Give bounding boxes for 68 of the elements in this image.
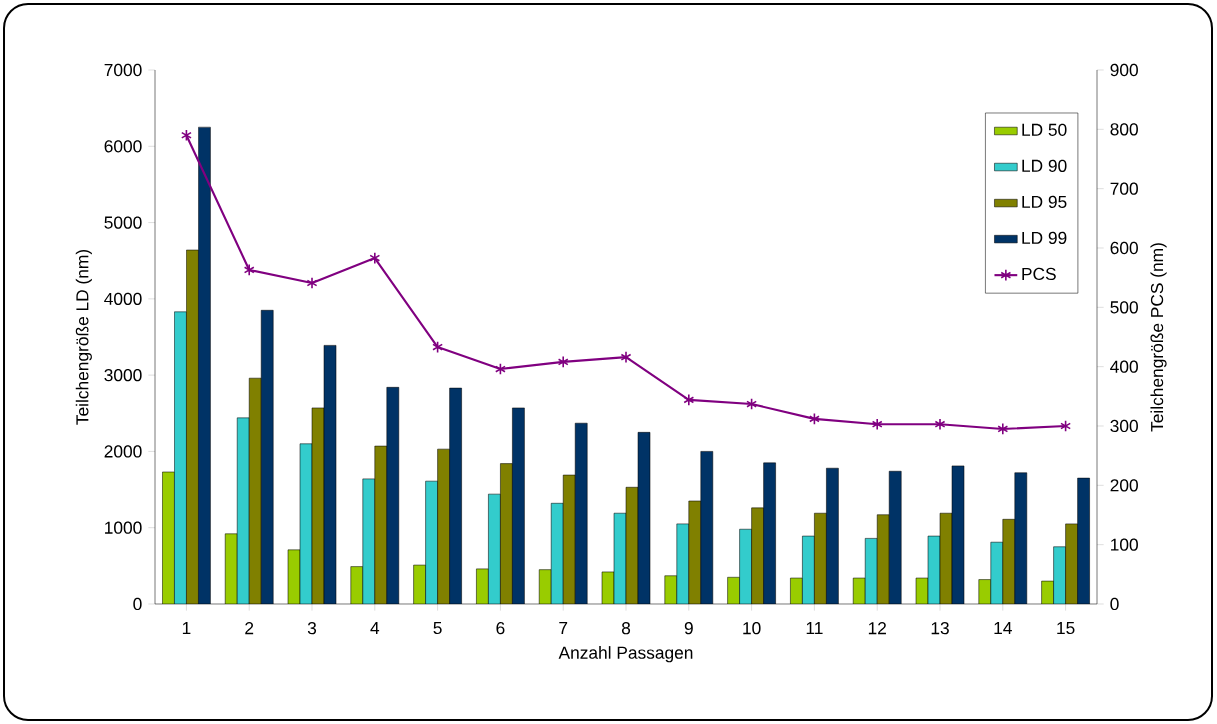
- y2-tick-label: 0: [1110, 597, 1119, 611]
- x-tick-label: 4: [370, 622, 380, 634]
- y-tick-label: 7000: [104, 63, 142, 77]
- legend-label: PCS: [1022, 267, 1056, 281]
- bar: [386, 387, 399, 604]
- point: [620, 351, 632, 364]
- legend-label: LD 90: [1022, 159, 1067, 172]
- point: [306, 276, 318, 290]
- point: [243, 263, 255, 277]
- y-tick-label: 4000: [104, 292, 142, 305]
- x-tick-label: 7: [559, 622, 568, 634]
- x-tick-label: 5: [433, 622, 442, 635]
- point: [180, 129, 192, 142]
- bar: [700, 451, 713, 604]
- x-tick-label: 11: [806, 622, 823, 634]
- y2-tick-label: 500: [1110, 301, 1138, 314]
- x-tick-label: 6: [496, 622, 505, 635]
- x-tick-label: 9: [684, 622, 693, 635]
- bar: [1014, 472, 1027, 604]
- bar: [575, 423, 588, 604]
- x-tick-label: 8: [621, 622, 631, 635]
- y-tick-label: 1000: [105, 521, 142, 534]
- bar: [763, 462, 776, 604]
- point: [871, 418, 883, 431]
- x-tick-label: 13: [931, 622, 949, 635]
- y2-tick-label: 600: [1110, 241, 1138, 255]
- legend-label: LD 50: [1022, 123, 1067, 136]
- y2-axis-title: Teilchengröße PCS (nm): [1150, 243, 1167, 432]
- point: [997, 422, 1009, 436]
- y2-tick-label: 700: [1110, 182, 1138, 195]
- legend-label: LD 95: [1022, 195, 1067, 208]
- y2-tick-label: 100: [1111, 538, 1138, 551]
- y2-tick-label: 900: [1110, 63, 1138, 77]
- x-axis-title: Anzahl Passagen: [558, 646, 693, 663]
- point: [557, 355, 569, 369]
- y-tick-label: 3000: [104, 369, 142, 382]
- bar: [889, 471, 902, 604]
- point: [369, 251, 381, 265]
- legend-label: LD 99: [1022, 231, 1067, 245]
- x-tick-label: 10: [743, 622, 761, 635]
- point: [432, 340, 444, 354]
- point: [494, 362, 506, 376]
- y2-tick-label: 800: [1110, 123, 1138, 136]
- bar: [261, 310, 274, 604]
- point: [808, 412, 820, 425]
- y-tick-label: 0: [133, 597, 142, 611]
- y2-tick-label: 300: [1110, 419, 1138, 433]
- x-tick-label: 2: [245, 622, 254, 635]
- x-tick-label: 3: [307, 622, 317, 635]
- point: [746, 397, 758, 411]
- bar: [449, 388, 462, 604]
- x-tick-label: 12: [868, 622, 886, 635]
- x-tick-label: 1: [182, 622, 191, 634]
- y-axis-title: Teilchengröße LD (nm): [75, 249, 92, 425]
- y-tick-label: 2000: [104, 445, 142, 458]
- bar: [512, 407, 525, 604]
- bar: [1077, 477, 1090, 604]
- point: [1060, 419, 1072, 433]
- y2-tick-label: 400: [1110, 360, 1138, 373]
- y2-tick-label: 200: [1110, 479, 1138, 492]
- bar: [826, 468, 839, 604]
- y-tick-label: 6000: [104, 140, 142, 153]
- bar: [198, 127, 211, 604]
- x-tick-label: 14: [994, 622, 1012, 634]
- x-tick-label: 15: [1057, 622, 1075, 635]
- point: [934, 418, 946, 431]
- y-tick-label: 5000: [104, 216, 142, 229]
- point: [683, 393, 695, 407]
